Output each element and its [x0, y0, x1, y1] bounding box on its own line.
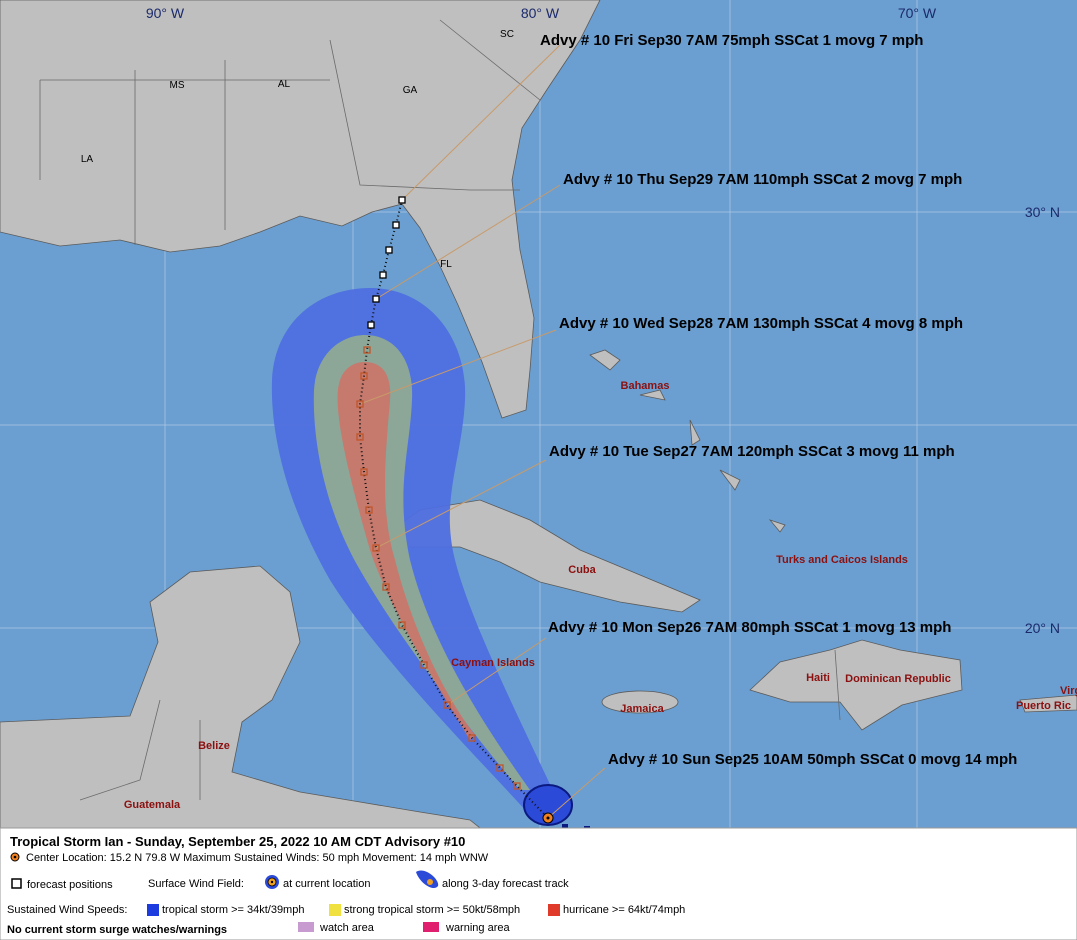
forecast-position — [398, 621, 406, 629]
forecast-position — [363, 346, 371, 354]
map-shape — [401, 44, 561, 201]
place-label: Haiti — [806, 672, 830, 684]
forecast-position — [356, 433, 364, 441]
forecast-position — [398, 196, 406, 204]
legend-text: No current storm surge watches/warnings — [7, 924, 227, 936]
forecast-position — [513, 782, 521, 790]
place-label: Bahamas — [621, 380, 670, 392]
track-line — [359, 199, 549, 819]
map-shape — [359, 329, 557, 405]
state-label: LA — [81, 154, 94, 165]
land — [0, 0, 1077, 829]
place-label: Cuba — [568, 564, 596, 576]
advisory-label: Advy # 10 Wed Sep28 7AM 130mph SSCat 4 m… — [559, 315, 963, 332]
legend-text: watch area — [319, 922, 375, 934]
legend-title: Tropical Storm Ian - Sunday, September 2… — [10, 834, 465, 849]
legend-panel: Tropical Storm Ian - Sunday, September 2… — [0, 827, 1077, 940]
map-shape — [749, 639, 963, 731]
legend-text: Sustained Wind Speeds: — [7, 904, 127, 916]
forecast-position — [392, 221, 400, 229]
map-shape — [523, 784, 573, 826]
place-label: Turks and Caicos Islands — [776, 554, 908, 566]
map-shape — [601, 690, 679, 714]
place-label: Cayman Islands — [451, 657, 535, 669]
map-shape — [79, 699, 201, 801]
map-shape — [337, 362, 475, 740]
map-shape — [0, 565, 482, 829]
advisory-label: Advy # 10 Mon Sep26 7AM 80mph SSCat 1 mo… — [548, 619, 951, 636]
forecast-position — [365, 506, 373, 514]
longitude-label: 90° W — [146, 5, 185, 21]
map-shape — [416, 870, 439, 889]
legend-text: tropical storm >= 34kt/39mph — [162, 904, 304, 916]
forecast-position — [382, 583, 390, 591]
marker — [562, 824, 568, 828]
map-shape — [834, 649, 841, 721]
forecast-position — [379, 271, 387, 279]
forecast-position — [385, 246, 393, 254]
map-shape — [423, 922, 439, 932]
advisory-label: Advy # 10 Sun Sep25 10AM 50mph SSCat 0 m… — [608, 751, 1017, 768]
place-label: Puerto Ric — [1016, 700, 1071, 712]
place-label: Virg — [1060, 685, 1077, 697]
map-shape — [446, 637, 547, 706]
map-shape — [375, 459, 547, 549]
legend-text: hurricane >= 64kt/74mph — [563, 904, 685, 916]
map-shape — [270, 880, 274, 884]
forecast-position — [367, 321, 375, 329]
forecast-cone — [271, 288, 573, 826]
state-label: MS — [170, 80, 185, 91]
legend-details: Center Location: 15.2 N 79.8 W Maximum S… — [26, 852, 489, 864]
map-shape — [298, 922, 314, 932]
leader-lines — [359, 44, 606, 819]
map-shape — [375, 184, 561, 300]
latitude-label: 30° N — [1025, 204, 1060, 220]
place-label: Jamaica — [620, 703, 664, 715]
advisory-label: Advy # 10 Fri Sep30 7AM 75mph SSCat 1 mo… — [540, 32, 923, 49]
place-label: Dominican Republic — [845, 673, 951, 685]
state-label: FL — [440, 259, 452, 270]
map-shape — [589, 349, 786, 533]
forecast-position — [360, 468, 368, 476]
map-shape — [1019, 694, 1077, 713]
forecast-position — [356, 400, 364, 408]
forecast-position — [372, 295, 380, 303]
map-shape — [368, 499, 701, 613]
map-shape — [548, 904, 560, 916]
latitude-label: 20° N — [1025, 620, 1060, 636]
legend-text: along 3-day forecast track — [442, 878, 569, 890]
forecast-position — [420, 661, 428, 669]
longitude-label: 80° W — [521, 5, 560, 21]
forecast-position — [443, 701, 451, 709]
map-shape — [547, 767, 606, 819]
legend-text: strong tropical storm >= 50kt/58mph — [344, 904, 520, 916]
state-label: GA — [403, 85, 418, 96]
map-shape — [427, 879, 433, 885]
forecast-track — [356, 196, 590, 830]
legend-text: at current location — [283, 878, 370, 890]
map-shape — [13, 855, 17, 859]
map-shape — [329, 904, 341, 916]
current-location — [546, 816, 550, 820]
forecast-position — [360, 372, 368, 380]
forecast-position — [496, 764, 504, 772]
place-label: Belize — [198, 740, 230, 752]
state-label: AL — [278, 79, 291, 90]
legend-text: forecast positions — [27, 879, 113, 891]
map-shape — [147, 904, 159, 916]
legend-text: warning area — [445, 922, 510, 934]
map-shape — [0, 0, 601, 419]
map-shape — [11, 878, 22, 889]
legend-text: Surface Wind Field: — [148, 878, 244, 890]
longitude-label: 70° W — [898, 5, 937, 21]
forecast-position — [468, 734, 476, 742]
state-label: SC — [500, 29, 514, 40]
map-shape — [0, 827, 1077, 940]
advisory-label: Advy # 10 Thu Sep29 7AM 110mph SSCat 2 m… — [563, 171, 962, 188]
place-label: Guatemala — [124, 799, 181, 811]
advisory-label: Advy # 10 Tue Sep27 7AM 120mph SSCat 3 m… — [549, 443, 955, 460]
forecast-position — [372, 544, 380, 552]
